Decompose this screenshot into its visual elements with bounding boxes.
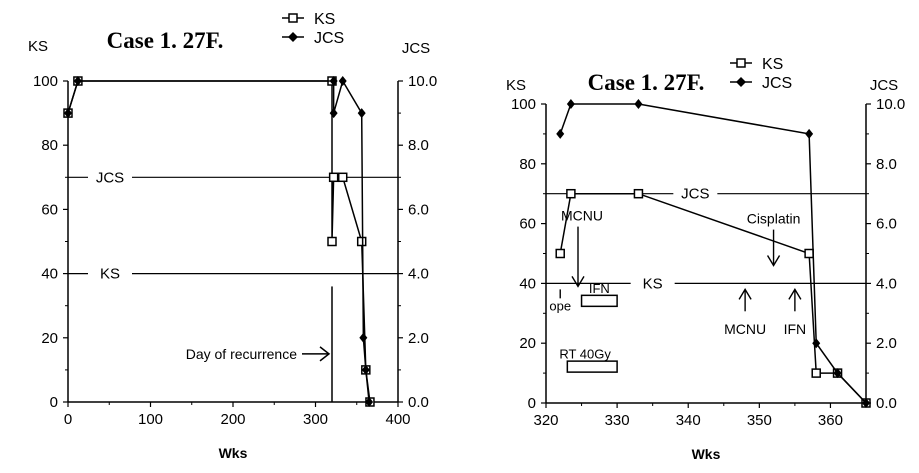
- y-left-tick-label: 80: [519, 156, 536, 173]
- treatment-bar-rt: [566, 360, 618, 373]
- chart-2: 320 330 340 350 360 0 20 40 60 80 100 0.0 2.0 4.0 6.0 8…: [506, 56, 905, 462]
- reference-line-label: KS: [643, 275, 663, 292]
- data-point-jcs: [338, 76, 347, 86]
- x-tick-label: 0: [64, 411, 72, 428]
- data-point-jcs: [73, 76, 82, 86]
- y-right-tick-label: 4.0: [876, 275, 897, 292]
- data-point-ks: [633, 188, 644, 199]
- y-right-tick-label: 2.0: [876, 335, 897, 352]
- y-left-tick-label: 100: [511, 96, 536, 113]
- y-left-axis-label: KS: [28, 38, 48, 55]
- x-axis-label: Wks: [692, 446, 721, 462]
- y-left-tick-label: 40: [519, 275, 536, 292]
- data-point-jcs: [64, 108, 72, 119]
- data-point-jcs: [357, 108, 366, 119]
- chart-1: 0 100 200 300 400 0 20 40 60 80 100 0.0 2.0 4.0 6.0 8.0…: [28, 11, 437, 461]
- y-right-tick-label: 6.0: [876, 216, 897, 233]
- y-right-axis-label: JCS: [402, 40, 430, 57]
- treatment-bar-ifn: [580, 294, 618, 308]
- x-tick-label: 100: [138, 411, 163, 428]
- reference-line-label: KS: [100, 266, 120, 283]
- y-left-tick-label: 80: [41, 137, 58, 154]
- legend-label: JCS: [314, 30, 344, 47]
- data-point-jcs: [361, 364, 370, 375]
- x-tick-label: 320: [533, 412, 558, 429]
- data-point-ks: [356, 236, 367, 247]
- arrow-head-icon: [766, 255, 781, 267]
- y-right-tick-label: 2.0: [408, 330, 429, 347]
- legend-marker-square: [736, 58, 746, 68]
- x-tick-label: 400: [385, 411, 410, 428]
- x-tick-label: 350: [747, 412, 772, 429]
- data-point-ks: [811, 368, 821, 378]
- y-right-tick-label: 4.0: [408, 266, 429, 283]
- x-tick-label: 200: [220, 411, 245, 428]
- y-left-tick-label: 20: [519, 335, 536, 352]
- y-right-tick-label: 6.0: [408, 201, 429, 218]
- annotation-ifn: IFN: [784, 321, 807, 337]
- y-left-tick-label: 0: [50, 394, 58, 411]
- chart-title: Case 1. 27F.: [107, 28, 224, 53]
- data-point-jcs: [862, 398, 870, 408]
- x-axis-label: Wks: [219, 445, 248, 461]
- y-left-axis-label: KS: [506, 77, 526, 94]
- y-left-tick-label: 100: [33, 73, 58, 90]
- legend-label: KS: [314, 11, 335, 28]
- data-point-jcs: [329, 76, 338, 86]
- data-point-jcs: [556, 128, 565, 139]
- arrow-head-icon: [571, 276, 585, 288]
- legend-label: KS: [762, 56, 783, 73]
- arrow-head-icon: [738, 288, 752, 300]
- data-point-jcs: [329, 108, 338, 119]
- data-point-jcs: [566, 99, 575, 109]
- y-right-tick-label: 10.0: [408, 73, 437, 90]
- x-tick-label: 330: [605, 412, 630, 429]
- data-point-jcs: [365, 397, 374, 407]
- data-point-jcs: [812, 338, 821, 349]
- data-point-jcs: [833, 368, 842, 379]
- annotation-day-of-recurrence: Day of recurrence: [186, 346, 297, 362]
- y-left-tick-label: 20: [41, 330, 58, 347]
- y-left-tick-label: 60: [41, 201, 58, 218]
- data-point-ks: [328, 172, 339, 183]
- data-point-ks: [566, 188, 576, 199]
- data-point-ks: [555, 248, 565, 259]
- data-point-ks: [337, 172, 348, 183]
- reference-line-label: JCS: [681, 186, 709, 203]
- y-right-tick-label: 10.0: [876, 96, 905, 113]
- x-tick-label: 360: [818, 412, 843, 429]
- y-right-tick-label: 8.0: [408, 137, 429, 154]
- reference-line-label: JCS: [96, 169, 124, 186]
- y-right-tick-label: 0.0: [408, 394, 429, 411]
- y-left-tick-label: 60: [519, 216, 536, 233]
- arrow-head-icon: [319, 346, 331, 362]
- data-point-ks: [804, 248, 814, 259]
- y-right-axis-label: JCS: [870, 77, 898, 94]
- y-left-tick-label: 0: [528, 395, 536, 412]
- annotation-ope: ope: [549, 298, 571, 313]
- data-point-jcs: [805, 128, 814, 139]
- data-point-jcs: [359, 332, 368, 343]
- x-tick-label: 300: [303, 411, 328, 428]
- chart-title: Case 1. 27F.: [588, 70, 705, 95]
- annotation-cisplatin: Cisplatin: [747, 211, 801, 227]
- legend-marker-diamond: [288, 32, 298, 42]
- treatment-label-rt: RT 40Gy: [559, 347, 611, 362]
- data-point-jcs: [634, 99, 643, 109]
- annotation-mcnu: MCNU: [724, 321, 766, 337]
- annotation-mcnu: MCNU: [561, 208, 603, 224]
- y-right-tick-label: 0.0: [876, 395, 897, 412]
- y-left-tick-label: 40: [41, 266, 58, 283]
- legend-label: JCS: [762, 75, 792, 92]
- y-right-tick-label: 8.0: [876, 156, 897, 173]
- legend-marker-square: [288, 13, 298, 23]
- treatment-label-ifn: IFN: [589, 281, 610, 296]
- legend-marker-diamond: [736, 77, 746, 87]
- data-point-ks: [327, 236, 337, 247]
- arrow-head-icon: [788, 288, 802, 300]
- x-tick-label: 340: [676, 412, 701, 429]
